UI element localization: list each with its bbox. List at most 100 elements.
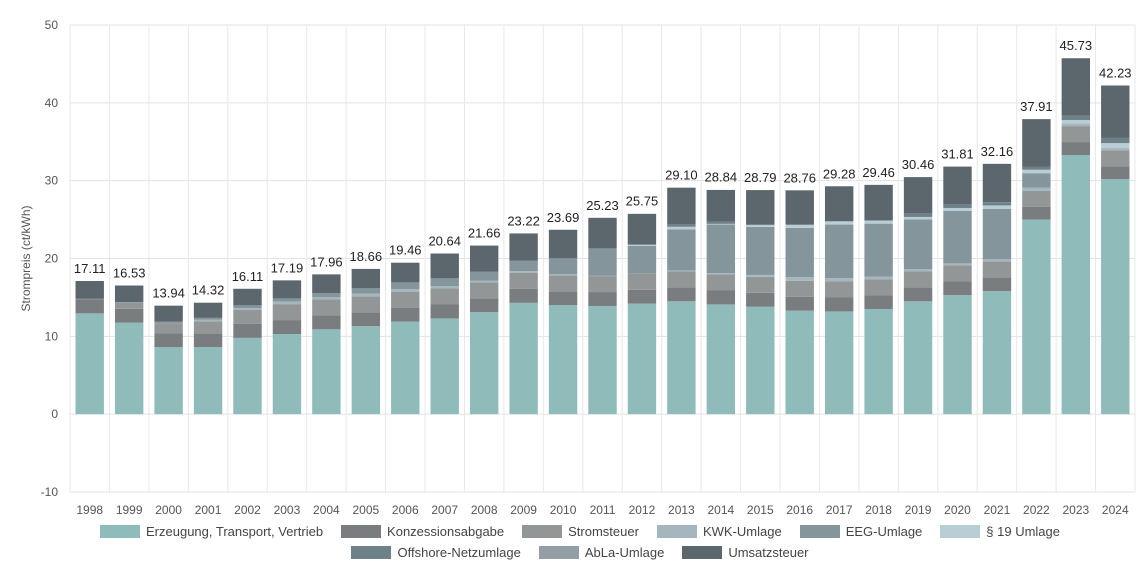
legend-item[interactable]: Erzeugung, Transport, Vertrieb	[100, 524, 323, 539]
x-tick-label: 2024	[1102, 503, 1129, 517]
x-tick-label: 2006	[392, 503, 419, 517]
bar-segment	[114, 302, 144, 303]
bar-segment	[193, 333, 223, 348]
bar-segment	[548, 305, 578, 415]
legend-label: Konzessionsabgabe	[387, 524, 505, 539]
legend-item[interactable]: Umsatzsteuer	[682, 545, 809, 560]
legend-item[interactable]: Offshore-Netzumlage	[351, 545, 521, 560]
bar-segment	[706, 224, 736, 274]
bar-segment	[785, 280, 814, 297]
bar-segment	[548, 291, 578, 306]
bar-segment	[864, 220, 893, 224]
bar-segment	[351, 268, 381, 289]
bar-segment	[982, 277, 1012, 292]
bar-segment	[627, 289, 657, 304]
data-label: 42.23	[1099, 65, 1132, 80]
bar-segment	[943, 281, 972, 296]
bar-segment	[272, 333, 302, 415]
bar-segment	[1101, 85, 1130, 138]
legend-item[interactable]: § 19 Umlage	[940, 524, 1060, 539]
data-label: 30.46	[902, 157, 935, 172]
data-label: 16.11	[232, 269, 264, 284]
bar-segment	[785, 224, 814, 228]
bar-segment	[430, 253, 459, 279]
bar-segment	[903, 219, 933, 270]
bar-segment	[785, 277, 814, 281]
bar-segment	[351, 293, 381, 297]
bar-segment	[1101, 150, 1130, 167]
bar-segment	[1022, 187, 1051, 191]
bar-segment	[193, 319, 223, 322]
bar-segment	[785, 296, 814, 311]
bar-segment	[75, 298, 104, 300]
bar-segment	[864, 309, 893, 415]
bar-segment	[667, 270, 696, 272]
legend-swatch	[351, 546, 392, 559]
bar-segment	[548, 274, 578, 276]
bar-segment	[667, 187, 696, 225]
y-tick-label: 0	[51, 407, 58, 421]
bar-segment	[1022, 173, 1051, 188]
bar-segment	[509, 233, 538, 261]
legend-item[interactable]: Konzessionsabgabe	[341, 524, 504, 539]
legend-item[interactable]: Stromsteuer	[522, 524, 639, 539]
bar-segment	[509, 260, 538, 272]
bar-segment	[824, 186, 854, 222]
bar-segment	[982, 205, 1012, 209]
bar-segment	[785, 310, 814, 415]
legend-swatch	[656, 525, 697, 538]
bar-segment	[548, 229, 578, 259]
data-label: 31.81	[941, 147, 974, 162]
bar-segment	[469, 298, 499, 313]
data-label: 13.94	[152, 286, 185, 301]
bar-segment	[193, 321, 223, 334]
legend-item[interactable]: EEG-Umlage	[799, 524, 922, 539]
bar-segment	[1022, 219, 1051, 415]
bar-segment	[509, 302, 538, 415]
x-tick-label: 2022	[1023, 503, 1050, 517]
bar-segment	[667, 229, 696, 271]
bar-segment	[391, 282, 420, 290]
x-tick-label: 2002	[234, 503, 261, 517]
x-tick-label: 2017	[826, 503, 853, 517]
bar-segment	[469, 312, 499, 415]
bar-segment	[785, 190, 814, 225]
bar-segment	[272, 301, 302, 305]
data-label: 17.96	[310, 254, 343, 269]
x-tick-label: 2005	[352, 503, 379, 517]
data-label: 45.73	[1060, 38, 1093, 53]
y-tick-label: 50	[45, 18, 59, 32]
y-tick-label: -10	[41, 485, 59, 499]
bar-segment	[864, 295, 893, 310]
bar-segment	[114, 285, 144, 303]
bar-segment	[233, 288, 262, 306]
bar-segment	[982, 291, 1012, 415]
bar-segment	[154, 323, 183, 334]
bar-segment	[391, 291, 420, 308]
bar-segment	[785, 227, 814, 278]
data-label: 23.69	[547, 210, 580, 225]
bar-segment	[706, 273, 736, 275]
bar-segment	[864, 279, 893, 296]
bar-segment	[509, 271, 538, 273]
bar-segment	[312, 274, 341, 294]
data-label: 17.11	[74, 261, 106, 276]
legend-item[interactable]: KWK-Umlage	[656, 524, 782, 539]
bar-segment	[903, 271, 933, 288]
x-tick-label: 2014	[707, 503, 734, 517]
legend-swatch	[100, 525, 140, 538]
bar-segment	[864, 184, 893, 221]
bar-segment	[312, 329, 341, 415]
bar-segment	[430, 318, 459, 415]
bar-segment	[351, 312, 381, 327]
bar-segment	[1061, 120, 1091, 124]
bar-segment	[627, 273, 657, 290]
legend-item[interactable]: AbLa-Umlage	[538, 545, 664, 560]
bar-segment	[588, 292, 617, 306]
bar-segment	[154, 305, 183, 322]
bar-segment	[114, 308, 144, 323]
data-label: 19.46	[389, 243, 422, 258]
bar-segment	[469, 245, 499, 272]
x-tick-label: 2016	[786, 503, 813, 517]
x-tick-label: 2004	[313, 503, 340, 517]
